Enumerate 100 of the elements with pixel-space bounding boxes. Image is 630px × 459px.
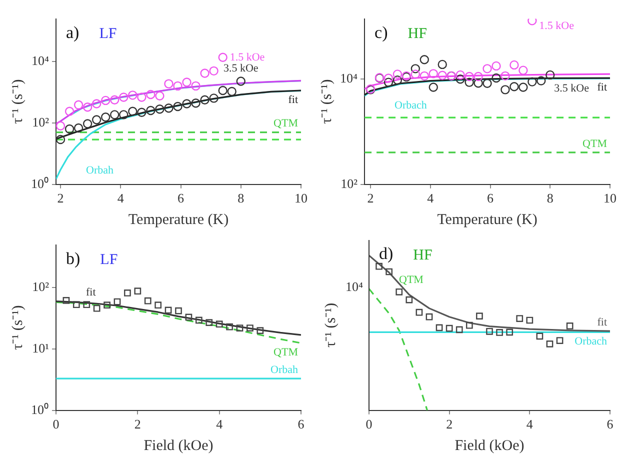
x-axis-title: Field (kOe)	[454, 438, 524, 454]
point	[119, 110, 128, 120]
chart-title: b)	[66, 248, 80, 268]
text: QTM	[399, 274, 424, 286]
x-tick-label: 2	[57, 190, 64, 206]
point	[114, 298, 121, 306]
point	[72, 301, 80, 308]
point	[110, 110, 120, 120]
point	[438, 60, 447, 70]
point	[536, 76, 546, 86]
x-tick-label: 8	[238, 190, 244, 206]
x-axis-title: Field (kOe)	[144, 438, 214, 454]
series-label: fit	[288, 94, 298, 106]
point	[510, 82, 519, 92]
y-tick-label: 10⁴	[31, 53, 50, 68]
text: LF	[99, 26, 117, 42]
point	[486, 328, 493, 335]
point	[456, 70, 465, 80]
point	[128, 90, 138, 100]
point	[546, 340, 554, 348]
point	[416, 308, 423, 316]
point	[154, 302, 162, 309]
point	[155, 91, 164, 100]
point	[474, 78, 483, 88]
point	[482, 78, 492, 88]
point	[428, 82, 438, 92]
point	[236, 324, 244, 332]
series-label: QTM	[274, 346, 298, 358]
point	[500, 85, 510, 94]
x-tick-label: 4	[117, 190, 124, 206]
x-tick-label: 0	[52, 416, 60, 432]
point	[536, 332, 544, 340]
point	[518, 82, 528, 92]
point	[392, 70, 402, 79]
point	[124, 290, 131, 296]
chart-title: c)	[374, 22, 388, 42]
point	[134, 288, 142, 295]
point	[500, 71, 510, 81]
point	[386, 268, 393, 276]
x-tick-label: 6	[606, 416, 614, 432]
point	[227, 86, 236, 96]
point	[182, 78, 192, 87]
point	[195, 316, 202, 324]
point	[104, 302, 110, 309]
point	[218, 86, 228, 96]
point	[56, 134, 66, 144]
point	[191, 98, 200, 108]
y-tick-label: 10¹	[32, 340, 50, 356]
text: LF	[100, 252, 118, 268]
point	[144, 297, 152, 304]
y-axis-title: τ⁻¹ (s⁻¹)	[10, 79, 26, 124]
series-label: QTM	[274, 118, 298, 130]
series-label: Orbach	[574, 336, 608, 348]
point	[420, 54, 430, 64]
point	[464, 78, 474, 87]
x-tick-label: 8	[546, 190, 554, 206]
point	[101, 112, 110, 122]
point	[137, 92, 146, 102]
x-tick-label: 4	[216, 416, 224, 432]
point	[438, 70, 447, 80]
point	[492, 73, 501, 83]
point	[226, 323, 233, 330]
x-tick-label: 2	[134, 416, 141, 432]
series-label: 3.5 kOe	[554, 82, 590, 94]
point	[426, 313, 433, 320]
point	[476, 312, 483, 320]
point	[546, 70, 555, 80]
point	[482, 64, 492, 74]
point	[191, 81, 200, 91]
point	[492, 61, 501, 71]
point	[436, 324, 443, 332]
point	[528, 18, 537, 26]
y-axis-title: τ⁻¹ (s⁻¹)	[318, 79, 335, 124]
chart-subtitle: HF	[413, 247, 432, 264]
point	[456, 74, 465, 84]
y-tick-label: 10²	[32, 279, 50, 294]
point	[392, 75, 402, 85]
point	[175, 307, 182, 314]
series-label: fit	[597, 316, 608, 328]
point	[236, 76, 246, 86]
y-axis-title: τ⁻¹ (s⁻¹)	[10, 305, 26, 350]
series-label: 1.5 kOe	[539, 20, 574, 32]
point	[528, 77, 537, 86]
point	[566, 322, 574, 330]
point	[128, 106, 138, 116]
series-label: fit	[597, 81, 608, 94]
point	[466, 322, 473, 329]
point	[146, 106, 156, 116]
x-tick-label: 6	[487, 190, 494, 206]
point	[428, 69, 438, 78]
y-axis-title: τ⁻¹ (s⁻¹)	[322, 302, 339, 348]
y-tick-label: 10⁰	[31, 402, 49, 417]
point	[474, 72, 483, 82]
chart-title: d)	[379, 244, 394, 263]
text: HF	[408, 26, 427, 42]
point	[200, 95, 210, 104]
point	[510, 60, 519, 70]
x-axis-title: Temperature (K)	[437, 212, 538, 228]
x-tick-label: 4	[526, 416, 534, 432]
point	[506, 328, 514, 336]
